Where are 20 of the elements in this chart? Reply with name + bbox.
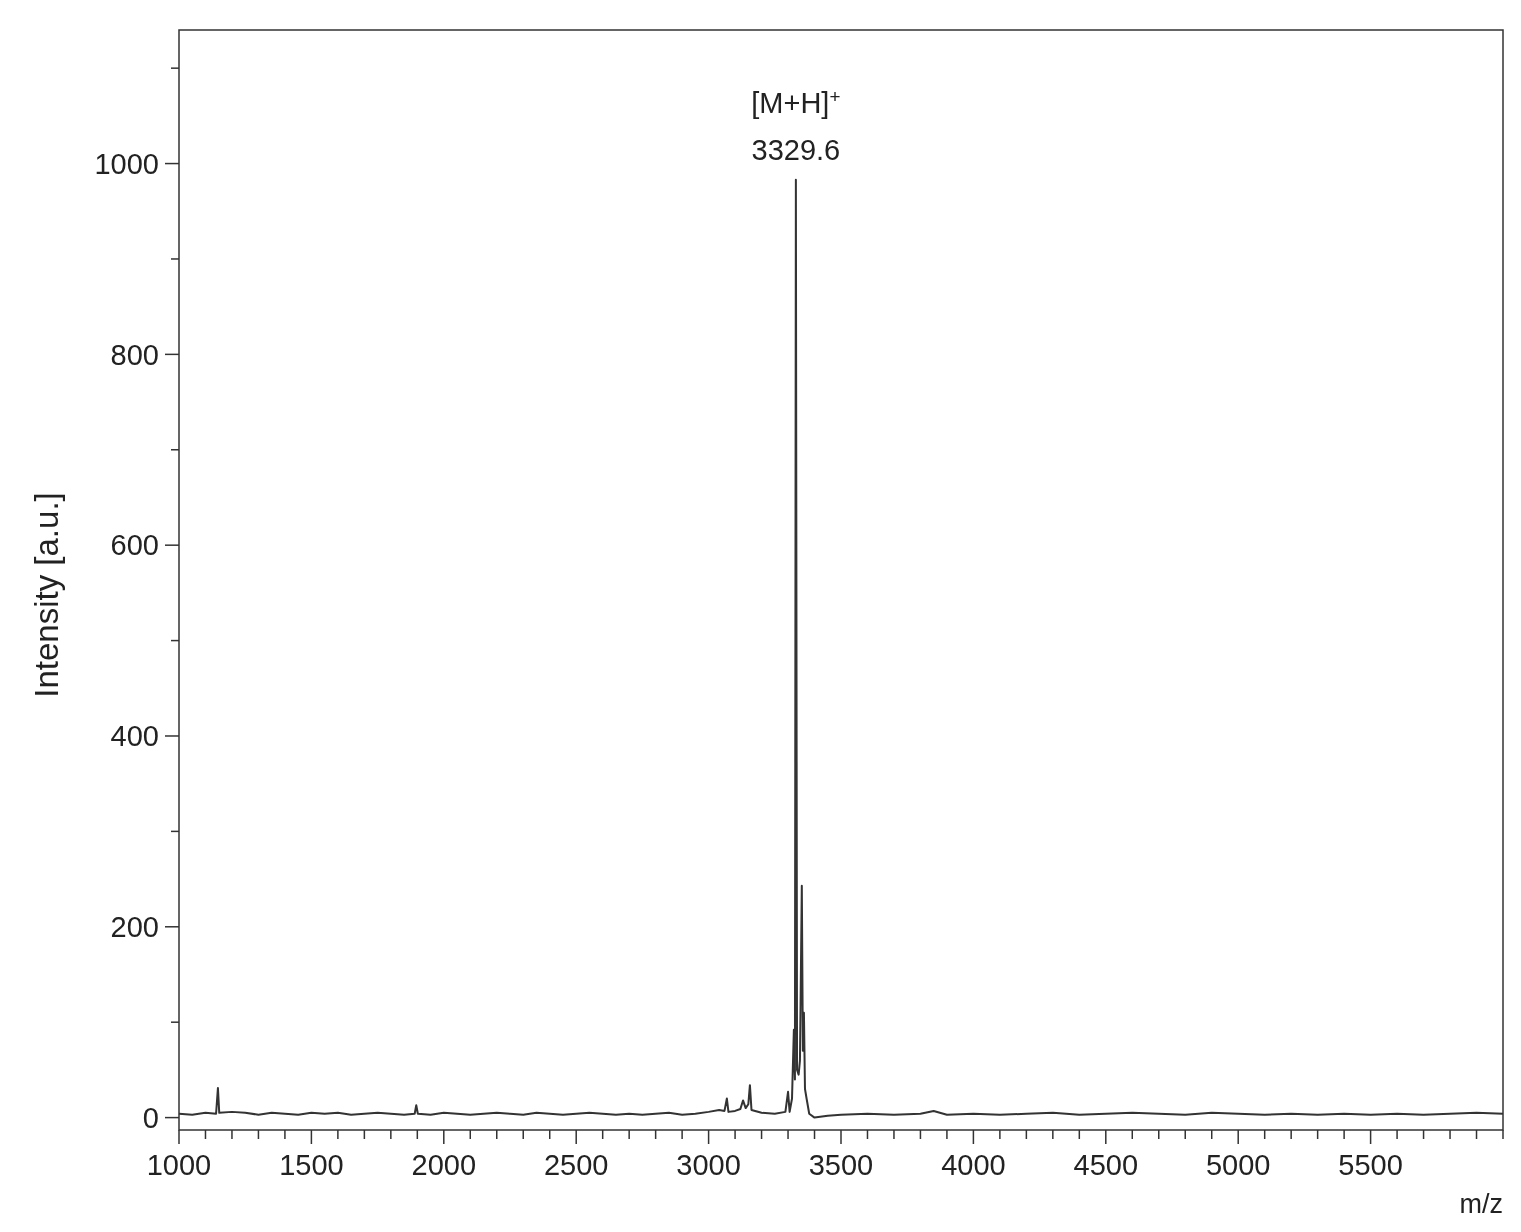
- x-tick-label: 3500: [808, 1149, 874, 1181]
- x-tick-label: 1000: [146, 1149, 212, 1181]
- x-tick-label: 1500: [279, 1149, 344, 1181]
- annotation: [M+H]$^{+}$: [751, 85, 841, 119]
- x-tick-label: 4500: [1073, 1149, 1139, 1181]
- x-tick-label: 4000: [941, 1149, 1006, 1181]
- y-tick-label: 600: [110, 529, 159, 562]
- y-tick-label: 1000: [94, 147, 159, 180]
- y-tick-label: 400: [110, 720, 159, 753]
- x-tick-label: 3000: [676, 1149, 741, 1181]
- annotation: 3329.6: [751, 133, 841, 166]
- y-tick-label: 0: [142, 1101, 159, 1134]
- x-tick-label: 2500: [543, 1149, 609, 1181]
- x-tick-label: 5500: [1338, 1149, 1403, 1181]
- x-axis-title: m/z: [1459, 1189, 1503, 1219]
- x-tick-label: 2000: [411, 1149, 477, 1181]
- y-tick-label: 800: [110, 338, 159, 371]
- y-axis-title: Intensity [a.u.]: [28, 492, 65, 698]
- x-tick-label: 5000: [1205, 1149, 1271, 1181]
- y-tick-label: 200: [110, 910, 159, 943]
